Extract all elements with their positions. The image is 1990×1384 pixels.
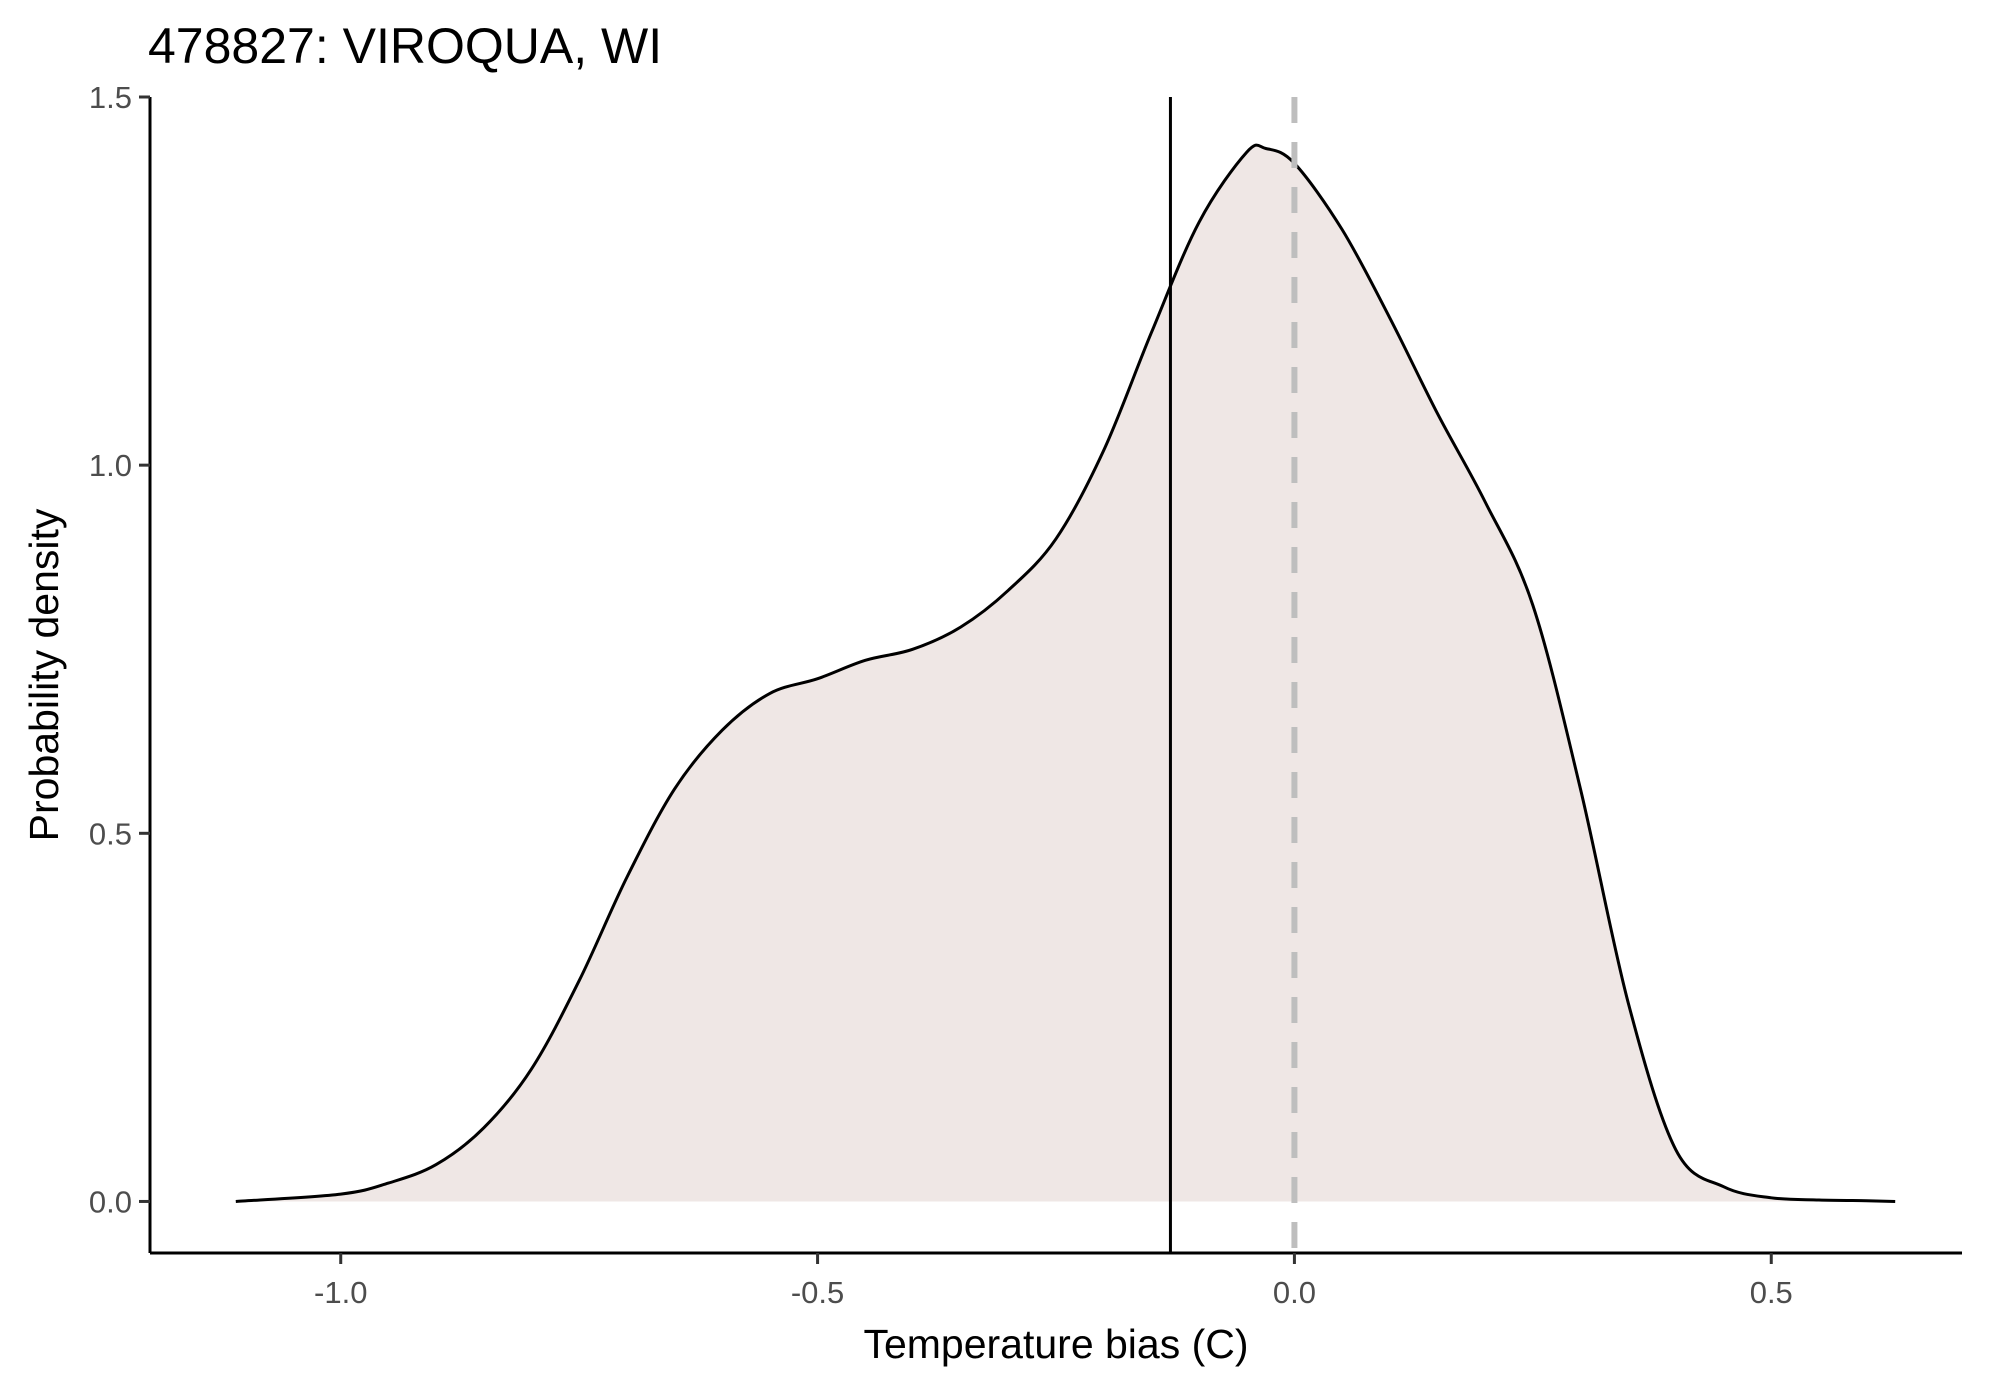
y-tick-label: 1.5 (89, 80, 132, 115)
y-tick-label: 0.5 (89, 816, 132, 851)
x-tick-label: 0.0 (1273, 1275, 1316, 1310)
x-tick-label: 0.5 (1750, 1275, 1793, 1310)
x-axis-title: Temperature bias (C) (863, 1321, 1248, 1367)
plot-area (235, 97, 1896, 1253)
y-axis-title: Probability density (21, 508, 67, 841)
chart-title: 478827: VIROQUA, WI (148, 18, 662, 74)
density-area-fill (235, 145, 1896, 1202)
x-tick-label: -1.0 (314, 1275, 367, 1310)
y-tick-label: 0.0 (89, 1184, 132, 1219)
y-axis-ticks: 0.0 0.5 1.0 1.5 (89, 80, 150, 1219)
x-axis-ticks: -1.0 -0.5 0.0 0.5 (314, 1253, 1793, 1310)
x-tick-label: -0.5 (791, 1275, 844, 1310)
density-curve-line (235, 143, 1896, 1203)
y-tick-label: 1.0 (89, 448, 132, 483)
